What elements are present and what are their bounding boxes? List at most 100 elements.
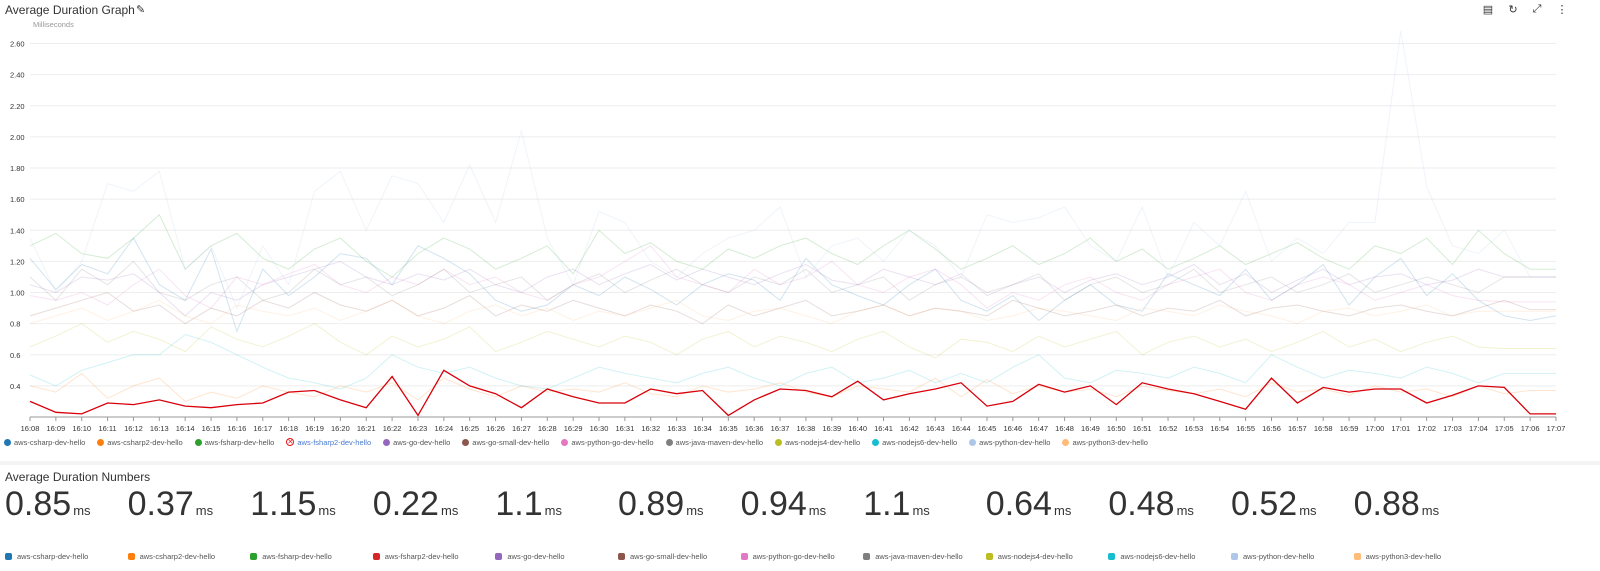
number-label: aws-fsharp-dev-hello (250, 552, 332, 561)
legend-dot-icon (969, 438, 977, 446)
x-tick-label: 16:49 (1081, 424, 1100, 433)
number-card: 1.1 ms aws-java-maven-dev-hello (863, 485, 985, 565)
number-label-text: aws-python-go-dev-hello (752, 552, 835, 561)
legend-item-aws-nodejs6-dev-hello[interactable]: aws-nodejs6-dev-hello (872, 436, 957, 448)
series-line-aws-python3-dev-hello (29, 299, 1556, 325)
y-tick-label: 2.40 (10, 71, 25, 80)
number-card: 0.88 ms aws-python3-dev-hello (1353, 485, 1476, 565)
x-tick-label: 16:13 (150, 424, 169, 433)
legend-dot-icon (775, 438, 783, 446)
number-unit: ms (544, 503, 562, 518)
series-line-aws-python-go-dev-hello (29, 245, 1556, 309)
legend-item-aws-nodejs4-dev-hello[interactable]: aws-nodejs4-dev-hello (775, 436, 860, 448)
series-line-aws-csharp2-dev-hello (29, 372, 1556, 402)
number-unit: ms (1421, 503, 1440, 518)
legend-dot-icon (194, 438, 202, 446)
number-label-text: aws-nodejs4-dev-hello (997, 552, 1073, 561)
series-swatch-icon (495, 553, 503, 560)
x-tick-label: 16:33 (667, 424, 686, 433)
x-tick-label: 16:11 (98, 424, 116, 433)
x-tick-label: 16:14 (176, 424, 195, 433)
number-label: aws-csharp-dev-hello (5, 552, 88, 561)
number-label: aws-go-dev-hello (495, 552, 565, 561)
number-value: 0.85 ms (5, 485, 91, 524)
number-card: 0.22 ms aws-fsharp2-dev-hello (372, 485, 495, 565)
legend-label: aws-fsharp-dev-hello (204, 437, 275, 447)
x-tick-label: 16:34 (693, 424, 712, 433)
number-value: 0.94 ms (741, 485, 827, 524)
legend-label: aws-go-dev-hello (393, 437, 451, 447)
y-tick-label: 1.80 (10, 164, 25, 173)
legend-dot-icon (872, 438, 880, 446)
legend-dot-icon (561, 438, 569, 446)
legend-dot-icon (4, 438, 11, 446)
number-unit: ms (808, 503, 827, 518)
number-label: aws-python-dev-hello (1231, 552, 1314, 561)
y-tick-label: 1.00 (10, 289, 25, 298)
number-value-text: 1.15 (250, 485, 317, 523)
number-value-text: 0.89 (618, 485, 685, 523)
x-tick-label: 16:40 (848, 424, 867, 433)
legend-item-aws-python-dev-hello[interactable]: aws-python-dev-hello (969, 436, 1050, 448)
legend-label: aws-nodejs4-dev-hello (785, 437, 861, 447)
number-card: 0.37 ms aws-csharp2-dev-hello (127, 485, 250, 565)
x-tick-label: 16:41 (874, 424, 893, 433)
number-card: 0.94 ms aws-python-go-dev-hello (740, 485, 863, 565)
series-swatch-icon (863, 553, 871, 560)
number-value: 0.89 ms (618, 485, 704, 524)
legend-dot-icon (383, 438, 391, 446)
number-card: 1.15 ms aws-fsharp-dev-hello (250, 485, 372, 565)
number-label-text: aws-python-dev-hello (1243, 552, 1315, 561)
legend-item-aws-csharp-dev-hello[interactable]: aws-csharp-dev-hello (4, 436, 85, 448)
number-label: aws-nodejs4-dev-hello (985, 552, 1073, 561)
refresh-icon[interactable]: ↻ (1508, 4, 1518, 16)
legend-item-aws-fsharp-dev-hello[interactable]: aws-fsharp-dev-hello (194, 436, 275, 448)
hidden-series-icon: ✕ (286, 438, 295, 446)
legend-item-aws-python-go-dev-hello[interactable]: aws-python-go-dev-hello (561, 436, 654, 448)
legend-item-aws-python3-dev-hello[interactable]: aws-python3-dev-hello (1062, 436, 1148, 448)
number-value: 1.1 ms (495, 485, 562, 524)
y-axis-label: Milliseconds (33, 20, 74, 29)
series-line-aws-java-maven-dev-hello (29, 260, 1556, 302)
x-tick-label: 16:44 (952, 424, 971, 433)
x-tick-label: 16:36 (745, 424, 764, 433)
number-unit: ms (1053, 503, 1072, 518)
x-tick-label: 16:50 (1107, 424, 1126, 433)
x-tick-label: 16:54 (1210, 424, 1229, 433)
number-card: 0.89 ms aws-go-small-dev-hello (618, 485, 740, 565)
x-tick-label: 16:26 (486, 424, 505, 433)
numbers-row: 0.85 ms aws-csharp-dev-hello 0.37 ms aws-csha… (0, 485, 1600, 565)
legend-item-aws-java-maven-dev-hello[interactable]: aws-java-maven-dev-hello (665, 436, 763, 448)
edit-icon[interactable]: ✎ (136, 4, 146, 16)
number-value-text: 0.22 (372, 485, 439, 523)
x-tick-label: 16:20 (331, 424, 350, 433)
x-tick-label: 16:59 (1340, 424, 1359, 433)
number-value-text: 0.64 (985, 485, 1052, 523)
series-line-aws-go-small-dev-hello (29, 291, 1556, 325)
x-tick-label: 16:32 (641, 424, 660, 433)
more-icon[interactable]: ⋮ (1556, 4, 1568, 16)
x-tick-label: 16:46 (1003, 424, 1022, 433)
number-label-text: aws-csharp2-dev-hello (139, 552, 216, 561)
legend-item-aws-go-small-dev-hello[interactable]: aws-go-small-dev-hello (462, 436, 549, 448)
x-tick-label: 16:53 (1185, 424, 1204, 433)
numbers-title: Average Duration Numbers (5, 470, 151, 484)
x-tick-label: 16:17 (253, 424, 272, 433)
number-card: 0.52 ms aws-python-dev-hello (1231, 485, 1353, 565)
series-line-aws-nodejs4-dev-hello (29, 323, 1556, 359)
number-label: aws-fsharp2-dev-hello (372, 552, 459, 561)
legend-item-aws-csharp2-dev-hello[interactable]: aws-csharp2-dev-hello (97, 436, 183, 448)
number-card: 0.64 ms aws-nodejs4-dev-hello (985, 485, 1108, 565)
legend-dot-icon (665, 438, 673, 446)
legend-item-aws-go-dev-hello[interactable]: aws-go-dev-hello (383, 436, 450, 448)
series-swatch-icon (1231, 553, 1238, 560)
x-tick-label: 16:35 (719, 424, 738, 433)
file-icon[interactable]: ▤ (1482, 4, 1494, 16)
series-swatch-icon (1108, 553, 1116, 560)
legend-label: aws-go-small-dev-hello (472, 437, 550, 447)
graph-title: Average Duration Graph (5, 3, 135, 17)
expand-icon[interactable]: ⤢ (1532, 3, 1542, 15)
x-tick-label: 16:57 (1288, 424, 1307, 433)
legend-item-aws-fsharp2-dev-hello[interactable]: ✕ aws-fsharp2-dev-hello (286, 436, 371, 448)
number-label-text: aws-fsharp-dev-hello (262, 552, 332, 561)
